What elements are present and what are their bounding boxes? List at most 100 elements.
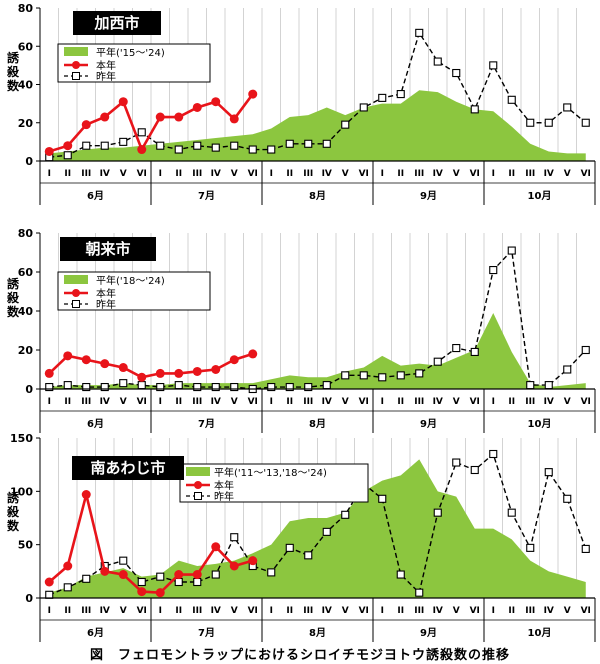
x-tick-label: II	[64, 169, 71, 179]
last-year-point	[415, 588, 424, 597]
month-label: 7月	[198, 418, 215, 430]
y-tick-label: 80	[18, 2, 34, 15]
x-tick-label: VI	[470, 397, 480, 407]
this-year-point	[100, 566, 110, 576]
x-tick-label: IV	[211, 606, 221, 616]
x-tick-label: IV	[544, 397, 554, 407]
legend-average-swatch	[64, 275, 88, 284]
month-label: 10月	[528, 418, 552, 430]
x-tick-label: I	[48, 606, 51, 616]
x-tick-label: I	[492, 606, 495, 616]
this-year-point	[192, 366, 202, 376]
this-year-point	[155, 588, 165, 598]
this-year-point	[137, 145, 147, 155]
x-tick-label: I	[381, 169, 384, 179]
last-year-point	[82, 574, 91, 583]
last-year-point	[63, 583, 72, 592]
x-tick-label: VI	[470, 169, 480, 179]
last-year-point	[489, 61, 498, 70]
x-tick-label: IV	[433, 397, 443, 407]
x-tick-label: III	[81, 606, 91, 616]
this-year-point	[118, 570, 128, 580]
x-tick-label: III	[525, 169, 535, 179]
x-tick-label: III	[414, 606, 424, 616]
x-tick-label: I	[48, 169, 51, 179]
month-label: 6月	[87, 418, 104, 430]
this-year-point	[44, 577, 54, 587]
last-year-point	[211, 570, 220, 579]
last-year-point	[193, 577, 202, 587]
legend-this-year-marker	[72, 289, 80, 297]
x-tick-label: VI	[137, 169, 147, 179]
last-year-point	[581, 345, 590, 355]
this-year-point	[174, 570, 184, 580]
last-year-point	[174, 381, 183, 390]
last-year-point	[507, 95, 516, 104]
y-tick-label: 60	[18, 266, 34, 279]
last-year-point	[470, 105, 479, 114]
x-tick-label: IV	[211, 397, 221, 407]
last-year-point	[45, 590, 54, 599]
last-year-point	[137, 381, 146, 390]
x-tick-label: V	[342, 169, 349, 179]
legend-last-year-label: 昨年	[214, 490, 234, 503]
this-year-point	[63, 351, 73, 361]
month-label: 8月	[309, 418, 326, 430]
x-tick-label: VI	[137, 397, 147, 407]
figure-caption: 図 フェロモントラップにおけるシロイチモジヨトウ誘殺数の推移	[89, 648, 510, 663]
x-tick-label: II	[286, 606, 293, 616]
last-year-point	[248, 145, 257, 154]
this-year-point	[81, 355, 91, 365]
chart-title-badge	[72, 456, 184, 480]
last-year-point	[341, 120, 350, 129]
last-year-point	[470, 465, 479, 475]
this-year-point	[81, 120, 91, 130]
this-year-point	[211, 542, 221, 552]
x-tick-label: IV	[100, 606, 110, 616]
last-year-point	[267, 145, 276, 154]
x-tick-label: VI	[359, 169, 369, 179]
last-year-point	[581, 544, 590, 553]
legend-last-year-marker	[194, 492, 202, 500]
last-year-point	[526, 118, 535, 127]
x-tick-label: II	[286, 397, 293, 407]
last-year-point	[359, 371, 368, 380]
x-tick-label: I	[159, 169, 162, 179]
x-tick-label: IV	[544, 606, 554, 616]
x-tick-label: V	[453, 169, 460, 179]
month-label: 9月	[420, 190, 437, 202]
last-year-point	[433, 57, 442, 66]
x-tick-label: IV	[433, 606, 443, 616]
last-year-point	[156, 382, 165, 392]
x-tick-label: III	[525, 397, 535, 407]
last-year-point	[100, 141, 109, 150]
x-tick-label: V	[120, 606, 127, 616]
last-year-point	[63, 381, 72, 390]
this-year-point	[155, 112, 165, 122]
y-tick-label: 0	[25, 383, 33, 396]
x-tick-label: II	[397, 606, 404, 616]
x-tick-label: VI	[581, 606, 591, 616]
x-tick-label: IV	[211, 169, 221, 179]
last-year-point	[544, 468, 553, 477]
last-year-point	[544, 118, 553, 127]
legend-average-label: 平年('15～'24)	[96, 46, 165, 59]
x-tick-label: I	[381, 606, 384, 616]
x-tick-label: II	[175, 606, 182, 616]
last-year-point	[489, 265, 498, 275]
last-year-point	[563, 103, 572, 112]
last-year-point	[563, 494, 572, 503]
last-year-point	[433, 508, 442, 517]
last-year-line	[49, 31, 587, 158]
last-year-point	[322, 139, 331, 148]
this-year-point	[174, 112, 184, 122]
y-tick-label: 40	[18, 79, 34, 92]
average-area	[49, 90, 586, 161]
y-tick-label: 80	[18, 227, 34, 240]
month-label: 7月	[198, 190, 215, 202]
this-year-point	[192, 102, 202, 112]
month-label: 6月	[87, 627, 104, 639]
this-year-point	[155, 368, 165, 378]
